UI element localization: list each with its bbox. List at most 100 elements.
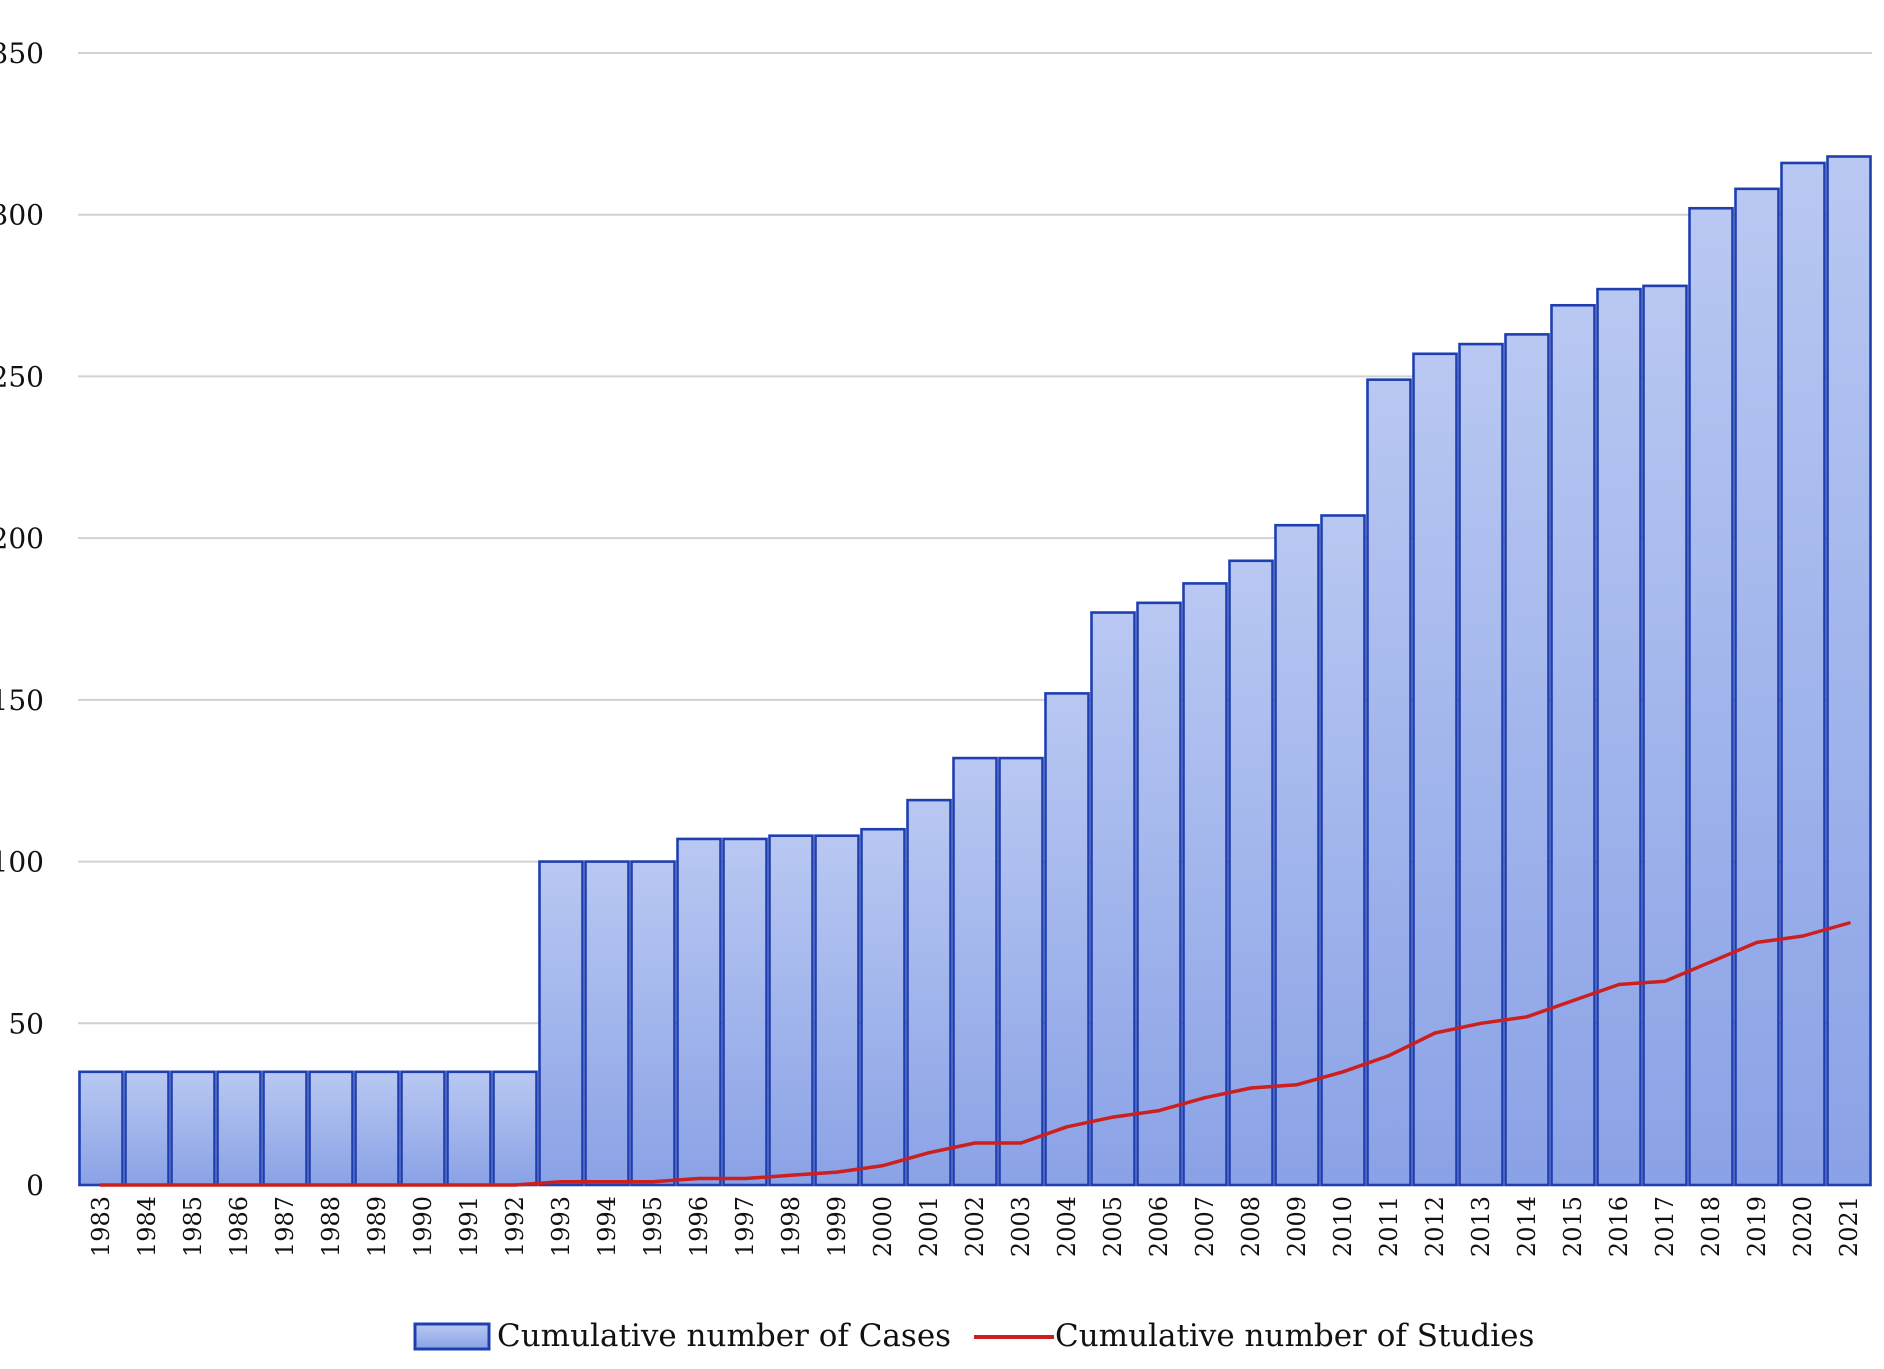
point-studies-1986 <box>237 1183 241 1187</box>
bar-cases-1988 <box>308 1070 354 1187</box>
x-tick-label: 2002 <box>961 1196 989 1257</box>
x-tick-label: 1994 <box>593 1196 621 1257</box>
bar-cases-1996 <box>676 837 722 1187</box>
x-tick-label: 2000 <box>869 1196 897 1257</box>
x-tick-label: 2016 <box>1605 1196 1633 1257</box>
point-studies-2020 <box>1801 934 1805 938</box>
y-tick-label: 150 <box>0 684 44 717</box>
bar-cases-2005 <box>1090 611 1136 1187</box>
bars-cumulative-cases <box>78 155 1872 1187</box>
point-studies-1987 <box>283 1183 287 1187</box>
point-studies-1995 <box>651 1180 655 1184</box>
bar-cases-1997 <box>722 837 768 1187</box>
bar-cases-1995 <box>630 860 676 1187</box>
bar-cases-2021 <box>1826 155 1872 1187</box>
x-tick-label: 1996 <box>685 1196 713 1257</box>
y-tick-label: 250 <box>0 360 44 393</box>
point-studies-2017 <box>1663 979 1667 983</box>
y-tick-label: 200 <box>0 522 44 555</box>
x-tick-label: 1984 <box>133 1196 161 1257</box>
point-studies-2012 <box>1433 1031 1437 1035</box>
x-tick-label: 2005 <box>1099 1196 1127 1257</box>
x-tick-label: 2007 <box>1191 1196 1219 1257</box>
x-tick-label: 2011 <box>1375 1196 1403 1257</box>
point-studies-2019 <box>1755 940 1759 945</box>
bar-cases-2002 <box>952 756 998 1187</box>
x-tick-label: 1983 <box>87 1196 115 1257</box>
point-studies-1997 <box>743 1176 747 1181</box>
bar-cases-2013 <box>1458 342 1504 1187</box>
bar-cases-2000 <box>860 827 906 1187</box>
bar-cases-1986 <box>216 1070 262 1187</box>
bar-cases-1983 <box>78 1070 124 1187</box>
bar-cases-1993 <box>538 860 584 1187</box>
x-tick-label: 1985 <box>179 1196 207 1257</box>
x-tick-label: 2013 <box>1467 1196 1495 1257</box>
legend: Cumulative number of Cases Cumulative nu… <box>413 1318 1534 1354</box>
bar-cases-1998 <box>768 834 814 1187</box>
bar-cases-1994 <box>584 860 630 1187</box>
x-tick-label: 2015 <box>1559 1196 1587 1257</box>
x-tick-label: 1993 <box>547 1196 575 1257</box>
x-tick-label: 1999 <box>823 1196 851 1257</box>
x-tick-label: 2019 <box>1743 1196 1771 1257</box>
x-tick-label: 2010 <box>1329 1196 1357 1257</box>
x-tick-label: 1998 <box>777 1196 805 1257</box>
point-studies-2005 <box>1111 1115 1115 1119</box>
point-studies-1990 <box>421 1183 425 1187</box>
x-tick-label: 1997 <box>731 1196 759 1257</box>
x-tick-label: 2012 <box>1421 1196 1449 1257</box>
x-tick-label: 1987 <box>271 1196 299 1257</box>
bar-cases-2018 <box>1688 206 1734 1187</box>
point-studies-2008 <box>1249 1086 1253 1090</box>
x-tick-label: 1989 <box>363 1196 391 1257</box>
point-studies-1988 <box>329 1183 333 1187</box>
legend-label-cases: Cumulative number of Cases <box>497 1318 951 1354</box>
x-tick-label: 2001 <box>915 1196 943 1257</box>
point-studies-1998 <box>789 1173 793 1177</box>
y-tick-label: 300 <box>0 199 44 232</box>
bar-cases-2011 <box>1366 378 1412 1187</box>
point-studies-2003 <box>1019 1141 1023 1145</box>
x-tick-label: 1986 <box>225 1196 253 1257</box>
point-studies-2006 <box>1157 1109 1161 1113</box>
point-studies-1985 <box>191 1183 195 1187</box>
point-studies-2007 <box>1203 1096 1207 1100</box>
point-studies-1994 <box>605 1180 609 1184</box>
bar-cases-2016 <box>1596 287 1642 1187</box>
x-tick-label: 2020 <box>1789 1196 1817 1257</box>
x-tick-label: 1988 <box>317 1196 345 1257</box>
point-studies-1983 <box>99 1183 103 1187</box>
x-tick-label: 2006 <box>1145 1196 1173 1257</box>
point-studies-1999 <box>835 1170 839 1174</box>
x-tick-label: 2014 <box>1513 1196 1541 1257</box>
bar-cases-2017 <box>1642 284 1688 1187</box>
bar-cases-2007 <box>1182 582 1228 1187</box>
bar-cases-1989 <box>354 1070 400 1187</box>
point-studies-2009 <box>1295 1083 1299 1087</box>
bar-cases-1992 <box>492 1070 538 1187</box>
y-tick-label: 50 <box>8 1007 44 1040</box>
legend-swatch-cases <box>413 1322 491 1351</box>
y-tick-label: 350 <box>0 37 44 70</box>
y-tick-label: 100 <box>0 846 44 879</box>
point-studies-1993 <box>559 1180 563 1184</box>
point-studies-1989 <box>375 1183 379 1187</box>
x-tick-label: 2021 <box>1835 1196 1863 1257</box>
point-studies-2014 <box>1525 1015 1529 1019</box>
point-studies-2021 <box>1847 921 1851 925</box>
point-studies-2016 <box>1617 982 1621 987</box>
bar-cases-1999 <box>814 834 860 1187</box>
bar-cases-1985 <box>170 1070 216 1187</box>
bar-cases-2010 <box>1320 514 1366 1187</box>
legend-label-studies: Cumulative number of Studies <box>1055 1318 1534 1354</box>
x-axis-ticks: 1983 1984 1985 1986 1987 1988 1989 1990 1991 1992… <box>87 1196 1863 1257</box>
point-studies-1996 <box>697 1176 701 1181</box>
x-tick-label: 1990 <box>409 1196 437 1257</box>
point-studies-2018 <box>1709 960 1713 964</box>
bar-cases-2020 <box>1780 161 1826 1187</box>
x-tick-label: 2009 <box>1283 1196 1311 1257</box>
point-studies-2004 <box>1065 1125 1069 1129</box>
